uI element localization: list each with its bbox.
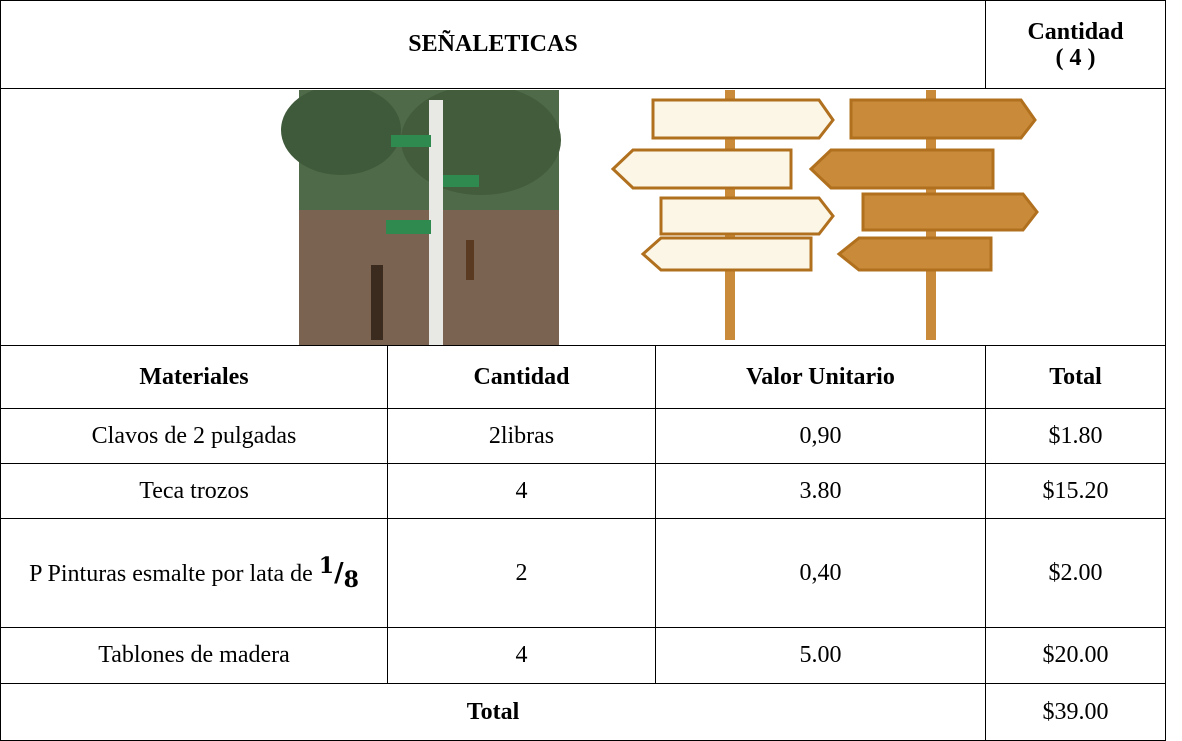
image-row [0, 88, 1166, 346]
photo [281, 89, 561, 345]
column-header: Materiales [0, 345, 388, 409]
denominator: 8 [343, 567, 359, 593]
cell: $20.00 [985, 627, 1166, 684]
cell: Teca trozos [0, 463, 388, 519]
cell: Tablones de madera [0, 627, 388, 684]
title: SEÑALETICAS [0, 0, 986, 89]
cell: 2libras [387, 408, 656, 464]
cell: 0,40 [655, 518, 986, 628]
total-label: Total [0, 683, 986, 741]
column-header: Total [985, 345, 1166, 409]
images [281, 89, 1039, 345]
cell: 4 [387, 627, 656, 684]
numerator: 1 [318, 553, 335, 579]
cell: $1.80 [985, 408, 1166, 464]
cell: 4 [387, 463, 656, 519]
table-row: P Pinturas esmalte por lata de 1/8 2 0,4… [0, 518, 1166, 628]
total-value: $39.00 [985, 683, 1166, 741]
quantity-cell: Cantidad( 4 ) [985, 0, 1166, 89]
cell: 2 [387, 518, 656, 628]
cell: 5.00 [655, 627, 986, 684]
cell: $15.20 [985, 463, 1166, 519]
total-row: Total $39.00 [0, 683, 1166, 741]
quantity-value: ( 4 ) [1055, 44, 1096, 71]
cell: P Pinturas esmalte por lata de 1/8 [0, 518, 388, 628]
table-row: Clavos de 2 pulgadas 2libras 0,90 $1.80 [0, 408, 1166, 464]
image-cell [0, 88, 1166, 346]
signpost-illustration [610, 89, 1039, 340]
title-row: SEÑALETICAS Cantidad( 4 ) [0, 0, 1166, 89]
cell: 3.80 [655, 463, 986, 519]
header-row: Materiales Cantidad Valor Unitario Total [0, 345, 1166, 409]
column-header: Valor Unitario [655, 345, 986, 409]
table-row: Teca trozos 4 3.80 $15.20 [0, 463, 1166, 519]
column-header: Cantidad [387, 345, 656, 409]
fraction: 1/8 [318, 553, 359, 593]
cell: Clavos de 2 pulgadas [0, 408, 388, 464]
cell-text: P Pinturas esmalte por lata de [29, 561, 313, 587]
quantity-label: Cantidad [1027, 18, 1124, 45]
table-row: Tablones de madera 4 5.00 $20.00 [0, 627, 1166, 684]
cell: $2.00 [985, 518, 1166, 628]
cell: 0,90 [655, 408, 986, 464]
